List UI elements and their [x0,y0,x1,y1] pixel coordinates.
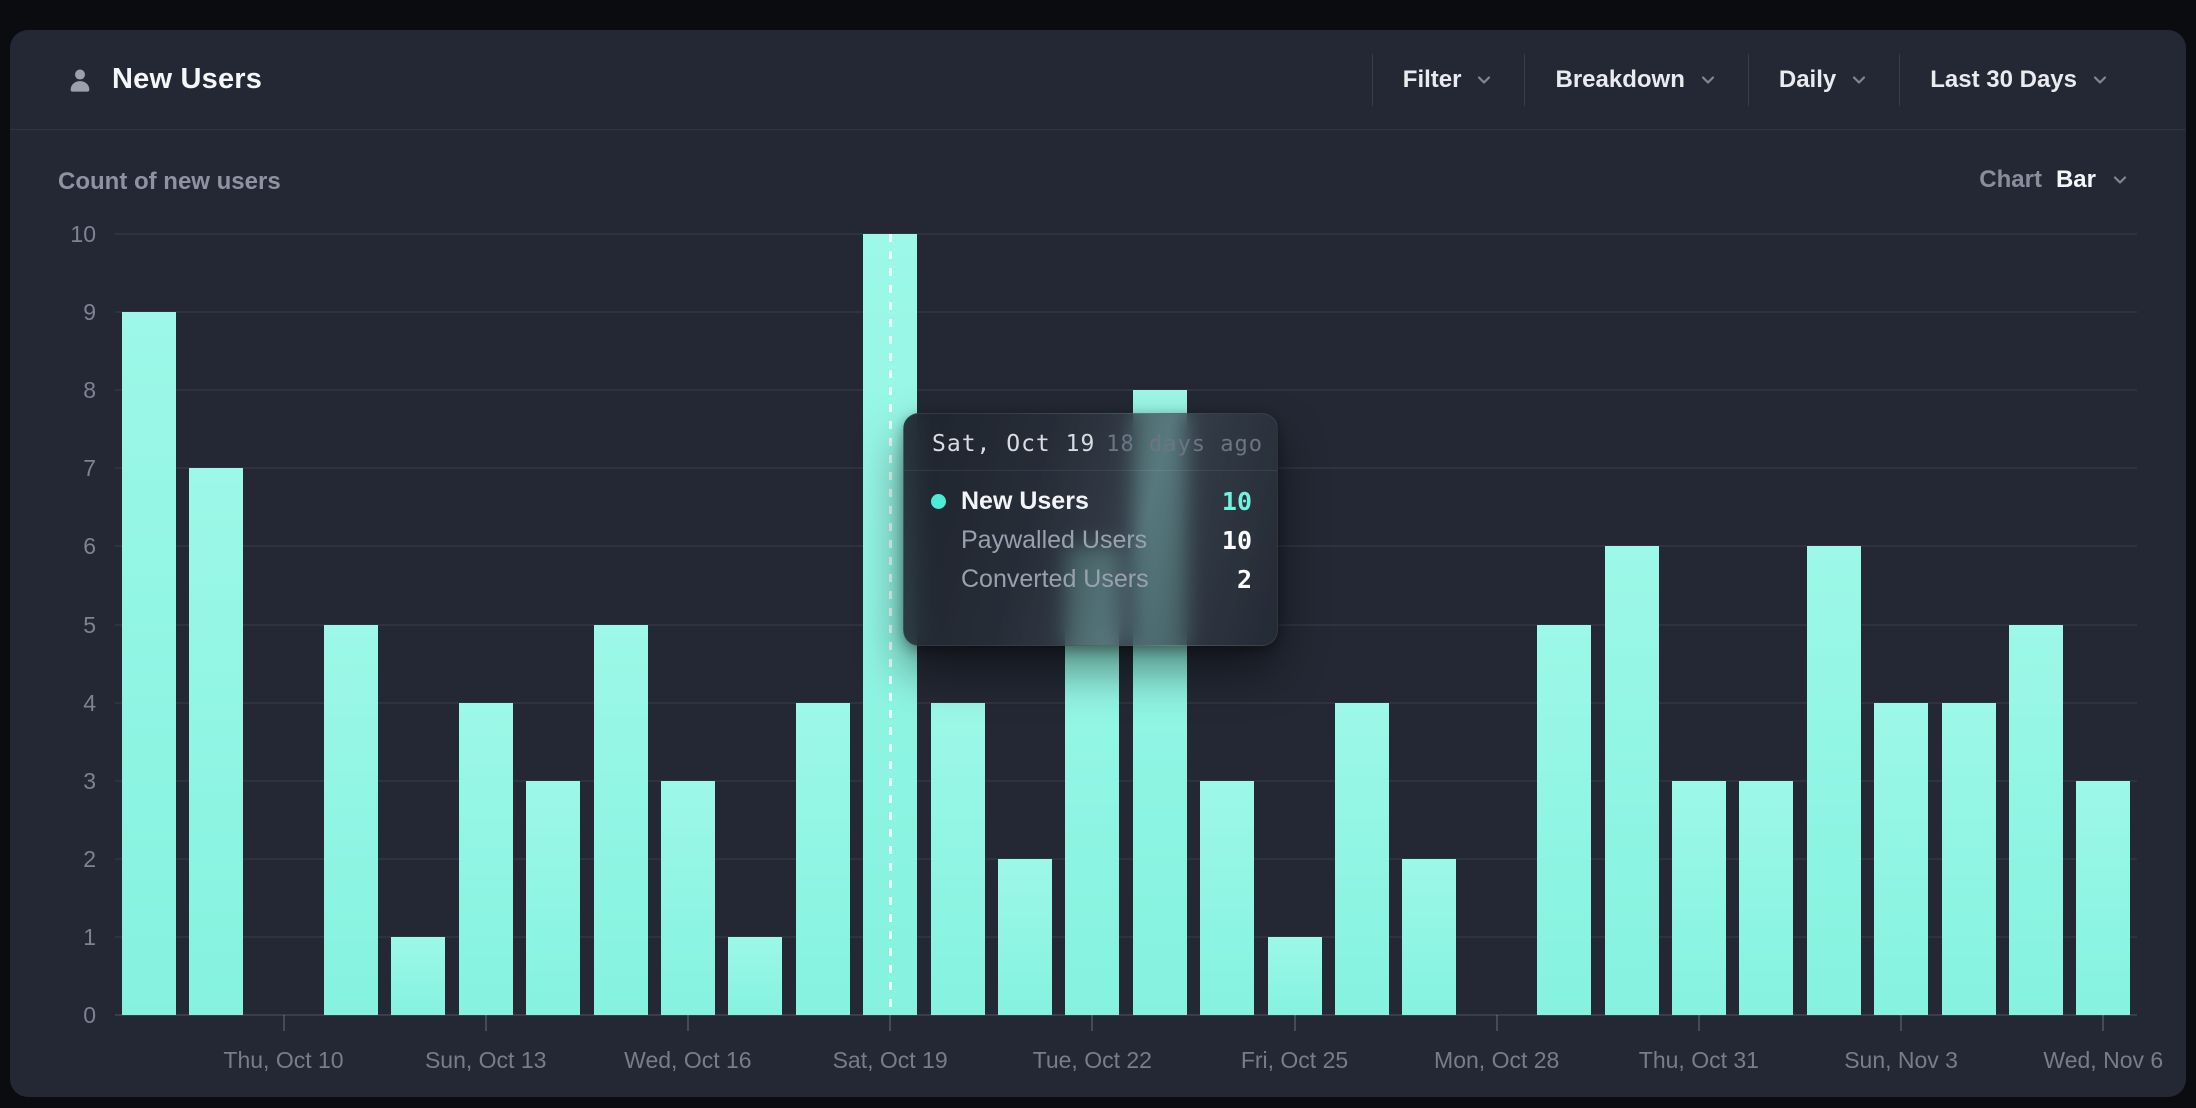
bar[interactable] [1806,546,1861,1015]
bar[interactable] [1537,624,1592,1015]
bar[interactable] [323,624,378,1015]
y-axis-label: 3 [83,767,96,794]
gridline [115,935,2137,938]
metric-label: Count of new users [58,168,281,195]
y-axis-label: 10 [70,221,96,247]
chevron-down-icon [1849,70,1869,90]
x-axis-tick [1293,1015,1296,1031]
card-header: New Users Filter Breakdown Daily [10,30,2186,130]
bar[interactable] [660,780,715,1015]
x-axis-label: Sun, Nov 3 [1844,1047,1958,1073]
x-axis-tick [686,1015,689,1031]
chevron-down-icon [1474,70,1494,90]
y-axis-label: 4 [83,689,96,716]
x-axis-tick [2102,1015,2105,1031]
bar[interactable] [1604,546,1659,1015]
x-axis-tick [889,1015,892,1031]
chart-subheader: Count of new users Chart Bar [10,130,2186,196]
bar[interactable] [1402,858,1457,1015]
x-axis-label: Sat, Oct 19 [832,1047,948,1073]
x-axis-tick [282,1015,285,1031]
bar[interactable] [997,858,1052,1015]
bar[interactable] [1267,936,1322,1015]
series-dot-icon [931,494,946,509]
granularity-dropdown[interactable]: Daily [1747,53,1899,106]
x-axis-tick [1495,1015,1498,1031]
y-axis-label: 5 [83,611,96,638]
bar[interactable] [593,624,648,1015]
tooltip-header: Sat, Oct 19 18 days ago [904,414,1277,457]
bar[interactable] [121,312,176,1015]
bar[interactable] [930,702,985,1015]
tooltip-divider [904,470,1277,471]
x-axis-label: Tue, Oct 22 [1032,1047,1152,1073]
bar[interactable] [2008,624,2063,1015]
tooltip-rows: New Users 10 Paywalled Users 10 Converte… [904,471,1277,599]
bar[interactable] [1671,780,1726,1015]
bar[interactable] [1874,702,1929,1015]
chart-tooltip: Sat, Oct 19 18 days ago New Users 10 Pay… [903,413,1278,646]
y-axis-label: 7 [83,455,96,482]
bar[interactable] [1739,780,1794,1015]
tooltip-date: Sat, Oct 19 [932,431,1096,457]
bar[interactable] [1200,780,1255,1015]
x-axis-label: Thu, Oct 10 [223,1047,344,1073]
bar[interactable] [1941,702,1996,1015]
gridline [115,311,2137,314]
x-axis-label: Wed, Oct 16 [624,1047,752,1073]
hover-cursor-line [888,234,892,1015]
tooltip-relative-time: 18 days ago [1106,431,1263,457]
chevron-down-icon [1698,70,1718,90]
tooltip-row-converted-users: Converted Users 2 [961,565,1252,594]
chevron-down-icon [2110,170,2130,190]
x-axis-tick [1900,1015,1903,1031]
header-controls: Filter Breakdown Daily [1371,53,2186,106]
bar[interactable] [189,468,244,1015]
tooltip-row-paywalled-users: Paywalled Users 10 [961,526,1252,555]
bar[interactable] [795,702,850,1015]
bar[interactable] [1334,702,1389,1015]
x-axis-label: Thu, Oct 31 [1638,1047,1759,1073]
y-axis-label: 2 [83,845,96,872]
y-axis-label: 1 [83,923,96,950]
x-axis-label: Sun, Oct 13 [424,1047,547,1073]
bar[interactable] [526,780,581,1015]
bar[interactable] [728,936,783,1015]
x-axis-tick [484,1015,487,1031]
filter-dropdown[interactable]: Filter [1371,53,1525,106]
bar[interactable] [458,702,513,1015]
page-title: New Users [112,63,263,95]
gridline [115,233,2137,235]
y-axis-label: 6 [83,533,96,560]
gridline [115,701,2137,704]
date-range-dropdown[interactable]: Last 30 Days [1899,53,2140,106]
breakdown-dropdown[interactable]: Breakdown [1524,53,1747,106]
bar[interactable] [391,936,446,1015]
x-axis-label: Fri, Oct 25 [1240,1047,1349,1073]
gridline [115,779,2137,782]
y-axis-label: 0 [83,1002,96,1028]
x-axis-label: Wed, Nov 6 [2043,1047,2164,1073]
chart-type-dropdown[interactable]: Chart Bar [1979,166,2130,194]
card-header-left: New Users [66,63,262,96]
x-axis-tick [1697,1015,1700,1031]
tooltip-row-new-users: New Users 10 [931,482,1252,521]
x-axis-label: Mon, Oct 28 [1434,1047,1560,1073]
y-axis-label: 8 [83,377,96,404]
user-icon [66,66,94,94]
gridline [115,389,2137,392]
gridline [115,857,2137,860]
y-axis-label: 9 [83,299,96,326]
chevron-down-icon [2090,70,2110,90]
bar[interactable] [2076,780,2131,1015]
gridline [115,1014,2137,1016]
x-axis-tick [1091,1015,1094,1031]
